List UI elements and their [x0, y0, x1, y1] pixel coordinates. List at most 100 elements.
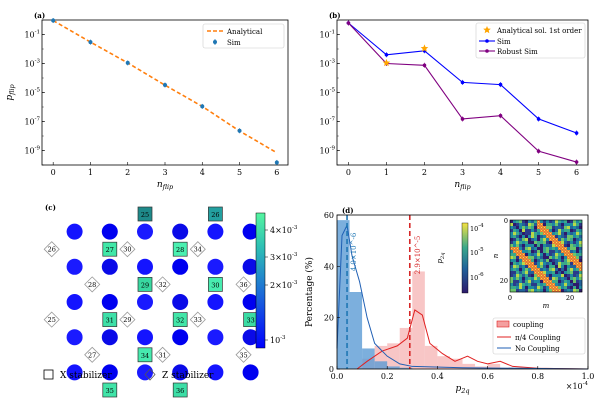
heatmap-cell [564, 268, 568, 272]
heatmap-cell [546, 274, 550, 278]
y-tick-label: 10-9 [24, 146, 40, 156]
sim-point [88, 40, 93, 45]
z-stabilizer-label: 28 [88, 281, 96, 289]
heatmap-cell [579, 259, 583, 263]
data-qubit [66, 329, 83, 346]
heatmap-cell [567, 238, 571, 242]
heatmap-cell [543, 253, 547, 257]
heatmap-cell [522, 262, 526, 266]
sim-point [274, 160, 279, 165]
heatmap-cell [579, 244, 583, 248]
coupling-marker [546, 283, 549, 286]
heatmap-cell [537, 274, 541, 278]
coupling-marker [531, 268, 534, 271]
heatmap-cell [513, 286, 517, 290]
heatmap-cell [561, 262, 565, 266]
legend: Analytical Sim [202, 23, 285, 49]
heatmap-cell [546, 289, 550, 293]
heatmap-cell [561, 235, 565, 239]
exponent: -5 [330, 88, 336, 94]
heatmap-cell [546, 244, 550, 248]
x-stabilizer-label: 29 [141, 281, 149, 289]
heatmap-cell [534, 262, 538, 266]
heatmap-cell [528, 256, 532, 260]
no-coupling-bar [387, 366, 400, 369]
data-qubit [207, 223, 224, 240]
heatmap-cell [558, 235, 562, 239]
heatmap-cell [576, 280, 580, 284]
heatmap-cell [546, 256, 550, 260]
coupling-marker [528, 259, 531, 262]
coupling-marker [561, 250, 564, 253]
base: p [5, 95, 15, 101]
heatmap-cell [552, 220, 556, 224]
heatmap-cell [543, 274, 547, 278]
coupling-marker [546, 277, 549, 280]
heatmap-cell [555, 289, 559, 293]
heatmap-cell [567, 247, 571, 251]
base: 10 [24, 60, 34, 69]
y-tick-label: 10-3 [319, 59, 335, 69]
heatmap-cell [552, 238, 556, 242]
heatmap-cell [558, 271, 562, 275]
heatmap-cell [573, 268, 577, 272]
heatmap-cell [570, 247, 574, 251]
heatmap-cell [555, 241, 559, 245]
heatmap-cell [525, 283, 529, 287]
z-stabilizer [235, 346, 252, 363]
heatmap-cell [528, 283, 532, 287]
subscript: 2q [440, 253, 446, 260]
heatmap-cell [510, 238, 514, 242]
heatmap-cell [555, 223, 559, 227]
heatmap-cell [549, 235, 553, 239]
coupling-marker [543, 232, 546, 235]
heatmap-cell [516, 247, 520, 251]
heatmap-cell [522, 235, 526, 239]
heatmap-cell [573, 232, 577, 236]
heatmap-cell [570, 226, 574, 230]
heatmap-cell [567, 253, 571, 257]
analytical-star [420, 44, 429, 52]
heatmap-cell [558, 226, 562, 230]
data-qubit [66, 258, 83, 275]
heatmap-cell [540, 253, 544, 257]
exponent: -6 [478, 272, 484, 278]
robust-sim-point [574, 160, 579, 164]
heatmap-cell [531, 244, 535, 248]
heatmap-cell [546, 265, 550, 269]
heatmap-cell [519, 241, 523, 245]
heatmap-cell [519, 244, 523, 248]
heatmap-cell [534, 286, 538, 290]
coupling-marker [564, 250, 567, 253]
coupling-marker [537, 220, 540, 223]
plot-frame [336, 214, 589, 370]
colorbar-tick-label: 4×10-3 [270, 225, 298, 235]
heatmap-cell [531, 262, 535, 266]
heatmap-cell [555, 220, 559, 224]
heatmap-cell [528, 259, 532, 263]
coupling-marker [540, 277, 543, 280]
heatmap-cell [579, 277, 583, 281]
heatmap-cell [534, 223, 538, 227]
heatmap-cell [540, 238, 544, 242]
heatmap-cell [555, 262, 559, 266]
legend-analytical-label: Analytical sol. 1st order [496, 27, 582, 35]
heatmap-cell [567, 283, 571, 287]
heatmap-cell [567, 220, 571, 224]
heatmap-cell [549, 238, 553, 242]
heatmap-cell [564, 256, 568, 260]
heatmap-cell [543, 268, 547, 272]
heatmap-cell [528, 220, 532, 224]
heatmap-cell [573, 256, 577, 260]
legend-analytical-label: Analytical [226, 28, 263, 36]
base: 10 [319, 89, 329, 98]
x-stabilizer [172, 241, 188, 257]
sim-point [125, 60, 130, 65]
heatmap-cell [567, 256, 571, 260]
inset-frame [509, 219, 583, 293]
coupling-marker [549, 238, 552, 241]
heatmap-cell [513, 289, 517, 293]
heatmap-cell [522, 265, 526, 269]
heatmap-cell [570, 253, 574, 257]
heatmap-cell [510, 253, 514, 257]
